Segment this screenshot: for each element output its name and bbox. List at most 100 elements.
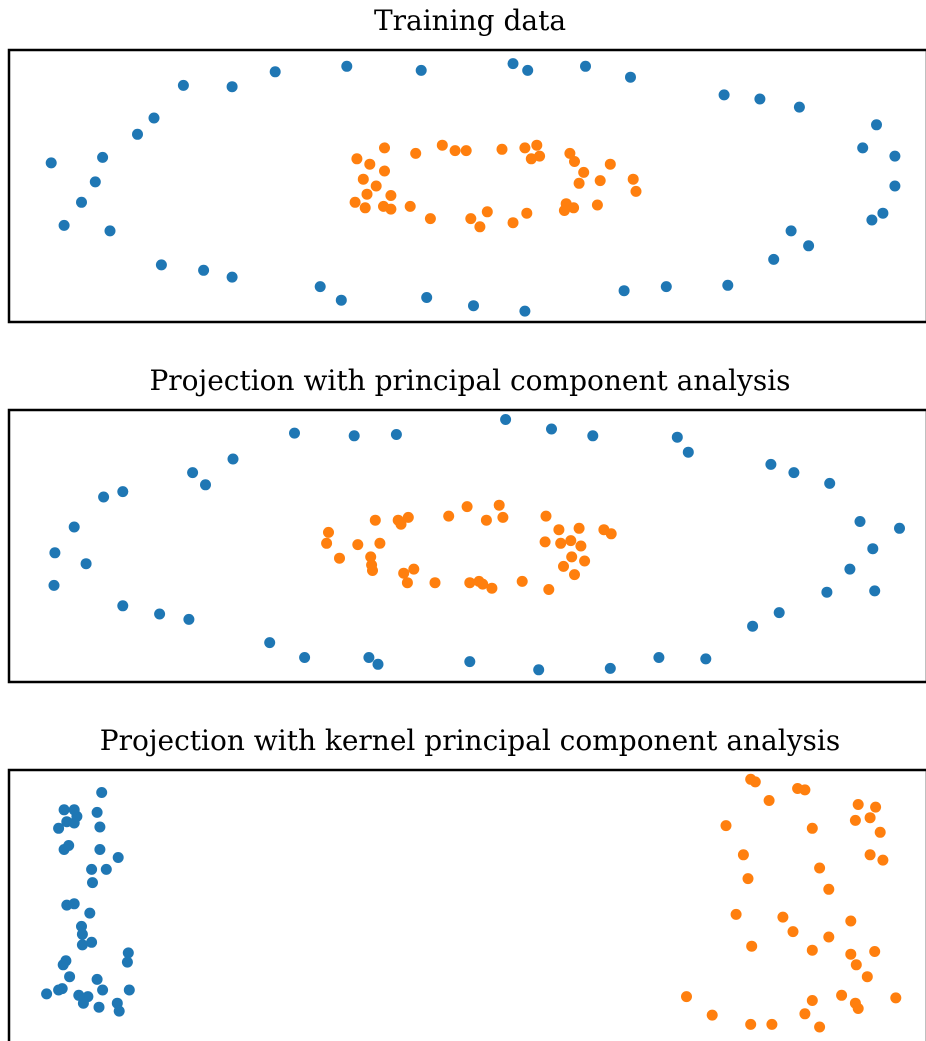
outer-circle-point xyxy=(522,64,534,76)
outer-circle-point xyxy=(877,207,889,219)
inner-circle-point xyxy=(568,202,580,214)
outer-circle-point xyxy=(73,989,85,1001)
inner-circle-point xyxy=(369,514,381,526)
panel-pca-projection: Projection with principal component anal… xyxy=(7,364,926,684)
inner-circle-point xyxy=(474,221,486,233)
inner-circle-point xyxy=(565,535,577,547)
inner-circle-point xyxy=(408,563,420,575)
outer-circle-point xyxy=(788,467,800,479)
outer-circle-point xyxy=(89,176,101,188)
outer-circle-point xyxy=(154,608,166,620)
outer-circle-point xyxy=(625,71,636,83)
inner-circle-point xyxy=(849,997,861,1009)
inner-circle-point xyxy=(575,540,587,552)
inner-circle-point xyxy=(464,577,476,589)
outer-circle-point xyxy=(889,150,901,162)
inner-circle-point xyxy=(516,575,528,587)
inner-circle-point xyxy=(630,185,642,197)
inner-circle-point xyxy=(861,971,873,983)
outer-circle-point xyxy=(653,652,665,663)
plot-frame xyxy=(7,408,926,684)
outer-circle-point xyxy=(768,253,780,265)
points-kernel-pca-projection xyxy=(41,773,902,1033)
outer-circle-point xyxy=(507,58,519,70)
outer-circle-point xyxy=(41,988,53,1000)
outer-circle-point xyxy=(660,281,672,293)
inner-circle-point xyxy=(385,190,397,201)
outer-circle-point xyxy=(682,446,694,458)
outer-circle-point xyxy=(94,821,106,833)
inner-circle-point xyxy=(869,946,881,957)
inner-circle-point xyxy=(323,526,334,538)
outer-circle-point xyxy=(68,804,80,816)
inner-circle-point xyxy=(361,188,373,200)
inner-circle-point xyxy=(539,536,551,548)
inner-circle-point xyxy=(410,147,422,159)
panel-training-data: Training data xyxy=(7,4,926,324)
outer-circle-point xyxy=(348,430,360,442)
outer-circle-point xyxy=(754,93,766,105)
inner-circle-point xyxy=(845,948,857,960)
inner-circle-point xyxy=(443,510,455,522)
outer-circle-point xyxy=(183,613,195,625)
outer-circle-point xyxy=(122,947,134,959)
outer-circle-point xyxy=(226,81,238,93)
outer-circle-point xyxy=(264,637,276,649)
outer-circle-point xyxy=(87,877,98,889)
inner-circle-point xyxy=(359,202,371,214)
outer-circle-point xyxy=(91,806,103,818)
inner-circle-point xyxy=(321,537,333,549)
inner-circle-point xyxy=(799,784,811,796)
inner-circle-point xyxy=(569,156,580,167)
outer-circle-point xyxy=(58,804,70,816)
inner-circle-point xyxy=(555,537,567,549)
outer-circle-point xyxy=(700,653,712,665)
title-kernel-pca-projection: Projection with kernel principal compone… xyxy=(100,724,840,757)
outer-circle-point xyxy=(227,453,239,465)
outer-circle-point xyxy=(93,1001,105,1013)
inner-circle-point xyxy=(534,150,546,162)
inner-circle-point xyxy=(681,991,692,1003)
inner-circle-point xyxy=(370,180,382,192)
outer-circle-point xyxy=(289,427,300,439)
outer-circle-point xyxy=(84,907,96,919)
inner-circle-point xyxy=(379,165,390,177)
inner-circle-point xyxy=(493,499,505,511)
inner-circle-point xyxy=(351,153,363,165)
outer-circle-point xyxy=(747,620,759,632)
outer-circle-point xyxy=(335,294,347,306)
outer-circle-point xyxy=(844,563,856,575)
inner-circle-point xyxy=(890,992,902,1004)
outer-circle-point xyxy=(803,240,815,252)
inner-circle-point xyxy=(531,139,543,151)
inner-circle-point xyxy=(814,862,826,874)
outer-circle-point xyxy=(80,558,92,570)
inner-circle-point xyxy=(398,567,410,579)
inner-circle-point xyxy=(366,559,378,571)
outer-circle-point xyxy=(53,984,65,996)
outer-circle-point xyxy=(57,959,69,971)
outer-circle-point xyxy=(824,477,836,489)
title-training-data: Training data xyxy=(374,4,566,37)
outer-circle-point xyxy=(100,863,112,875)
outer-circle-point xyxy=(112,852,124,863)
inner-circle-point xyxy=(766,1018,778,1030)
outer-circle-point xyxy=(854,516,866,527)
outer-circle-point xyxy=(618,285,630,297)
inner-circle-point xyxy=(627,173,639,185)
outer-circle-point xyxy=(867,543,879,555)
inner-circle-point xyxy=(436,139,448,151)
inner-circle-point xyxy=(850,959,862,971)
outer-circle-point xyxy=(722,279,734,291)
inner-circle-point xyxy=(334,552,345,564)
inner-circle-point xyxy=(497,511,509,523)
inner-circle-point xyxy=(706,1009,718,1021)
inner-circle-point xyxy=(604,158,616,170)
outer-circle-point xyxy=(341,60,353,72)
outer-circle-point xyxy=(415,64,427,76)
inner-circle-point xyxy=(763,795,775,806)
outer-circle-point xyxy=(793,101,805,113)
outer-circle-point xyxy=(123,984,135,996)
inner-circle-point xyxy=(573,522,585,534)
inner-circle-point xyxy=(849,814,861,826)
